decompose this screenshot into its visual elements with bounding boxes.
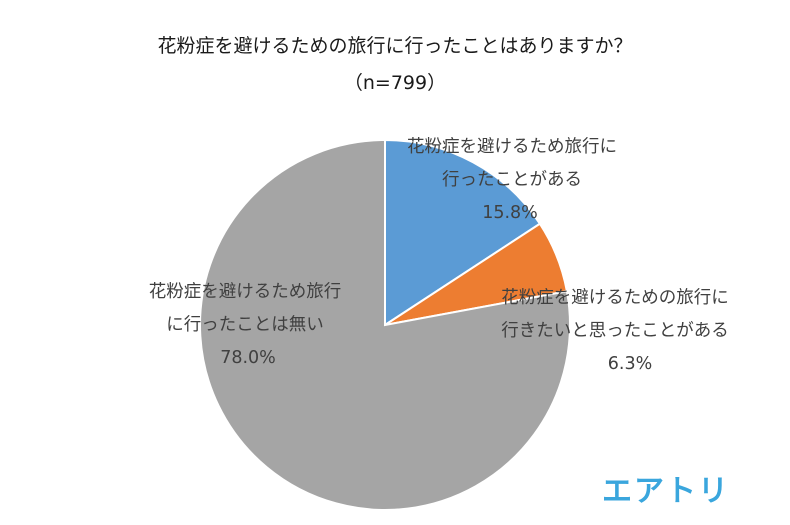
slice-wanted-category-label: 行きたいと思ったことがある — [501, 321, 729, 341]
slice-visited — [384, 138, 542, 327]
slice-visited-category-label: 花粉症を避けるため旅行に — [407, 137, 617, 157]
slice-wanted-value-label: 6.3% — [608, 354, 652, 374]
chart-title: 花粉症を避けるための旅行に行ったことはありますか？ — [157, 35, 633, 57]
chart-subtitle: （n=799） — [343, 72, 447, 94]
slice-visited-value-label: 15.8% — [482, 203, 538, 223]
slice-never-category-label: に行ったことは無い — [166, 315, 324, 335]
slice-visited-category-label: 行ったことがある — [442, 170, 582, 190]
slice-never-value-label: 78.0% — [220, 348, 276, 368]
slice-wanted-category-label: 花粉症を避けるための旅行に — [501, 288, 729, 308]
slice-never-category-label: 花粉症を避けるため旅行 — [149, 282, 342, 302]
airtrip-logo: エアトリ — [602, 474, 730, 509]
slice-never — [199, 138, 571, 511]
